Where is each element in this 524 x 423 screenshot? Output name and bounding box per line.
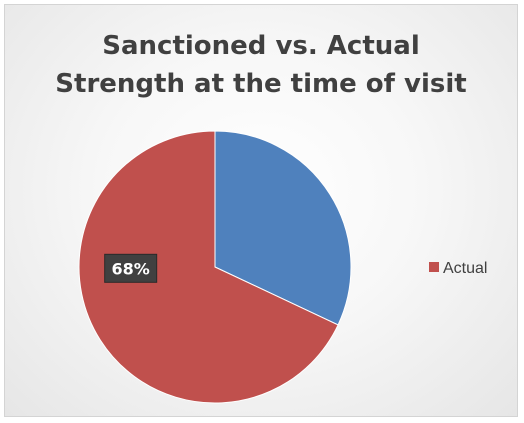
data-labels: 68%: [104, 253, 158, 283]
data-label-text: 68%: [112, 259, 150, 278]
data-label-actual: 68%: [104, 253, 158, 283]
pie-chart: 68% Actual: [78, 130, 487, 404]
pie-slice-sanctioned: [214, 130, 352, 326]
pie-slices: [78, 130, 352, 404]
legend-swatch: [429, 262, 439, 272]
legend-item-actual: Actual: [429, 260, 487, 277]
chart-title: Sanctioned vs. Actual Strength at the ti…: [55, 31, 467, 99]
pie-slice-actual: [78, 130, 339, 404]
legend: Actual: [429, 260, 487, 277]
chart-frame: Sanctioned vs. Actual Strength at the ti…: [4, 4, 518, 417]
data-label-box: [104, 253, 158, 283]
legend-label: Actual: [443, 260, 487, 277]
